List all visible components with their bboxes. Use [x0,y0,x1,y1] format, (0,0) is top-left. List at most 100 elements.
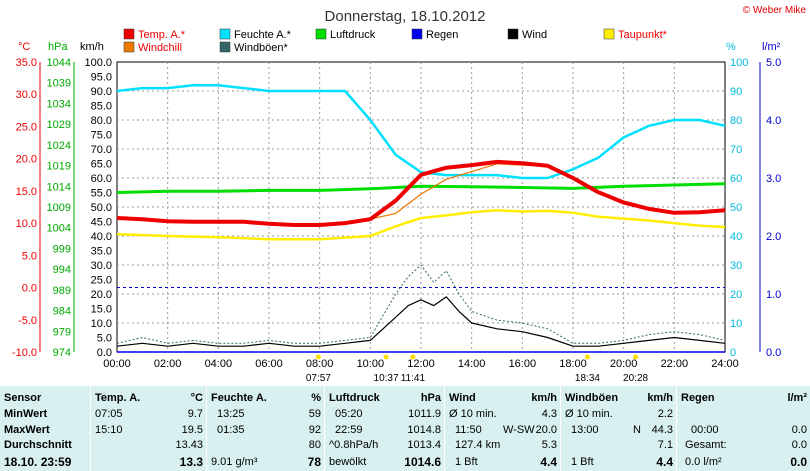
pressure-min-value: 1011.9 [408,408,441,420]
temp-tick-label: 15.0 [16,186,37,198]
temp-max-time: 15:10 [95,424,123,436]
gust-avg10-value: 2.2 [657,408,673,420]
wind-max-value: 20.0 [535,424,557,436]
time-tick-label: 24:00 [711,358,739,370]
legend-swatch [411,28,423,40]
legend-swatch [219,28,231,40]
gust-avg-value: 7.1 [657,439,673,451]
wind-avg-value: 5.3 [541,439,557,451]
time-tick-label: 04:00 [205,358,233,370]
kmh-tick-label: 50.0 [91,202,112,214]
sun-event-label: 07:57 [306,373,331,384]
kmh-tick-label: 40.0 [91,231,112,243]
humidity-avg-value: 80 [308,439,321,451]
time-tick-label: 00:00 [103,358,131,370]
kmh-tick-label: 0.0 [97,347,112,359]
pct-tick-label: 50 [730,202,742,214]
hpa-tick-label: 1024 [47,140,71,152]
axis-ticks: 00:00 02:00 04:00 06:00 08:00 10:00 12:00 14:00… [12,57,781,370]
rain-column: Regen l/m² 00:00 0.0 Gesamt: 0.0 0.0 l/m² 0.… [676,386,810,471]
kmh-tick-label: 95.0 [91,72,112,84]
kmh-tick-label: 10.0 [91,318,112,330]
legend-swatch [219,41,231,53]
humidity-max-value: 92 [308,424,321,436]
kmh-tick-label: 5.0 [97,333,112,345]
pct-tick-label: 60 [730,173,742,185]
rain-tick-label: 3.0 [766,173,781,185]
pct-tick-label: 90 [730,86,742,98]
time-tick-label: 18:00 [559,358,587,370]
hpa-tick-label: 1014 [47,181,71,193]
rain-day-value: 0.0 [791,424,807,436]
rain-tick-label: 2.0 [766,231,781,243]
rain-header: Regen [681,392,715,404]
time-tick-label: 06:00 [255,358,283,370]
hpa-tick-label: 979 [53,326,71,338]
humidity-max-time: 01:35 [217,424,245,436]
sensor-header: Sensor [4,392,42,404]
kmh-tick-label: 70.0 [91,144,112,156]
temp-tick-label: 30.0 [16,89,37,101]
pct-tick-label: 10 [730,318,742,330]
temp-max-value: 19.5 [181,424,203,436]
temp-tick-label: 35.0 [16,57,37,69]
kmh-tick-label: 25.0 [91,275,112,287]
hpa-tick-label: 989 [53,285,71,297]
gust-header: Windböen [565,392,619,404]
sun-marker [410,354,416,360]
humidity-current-value: 78 [307,455,321,469]
humidity-min-value: 59 [308,408,321,420]
hpa-tick-label: 1019 [47,161,71,173]
rain-tick-label: 1.0 [766,289,781,301]
pressure-current-value: 1014.6 [404,455,441,469]
kmh-tick-label: 65.0 [91,159,112,171]
sun-event-label: 20:28 [623,373,648,384]
hpa-tick-label: 974 [53,347,71,359]
hpa-tick-label: 999 [53,243,71,255]
gust-max-value: 44.3 [651,424,673,436]
legend-label: Windböen* [234,42,289,54]
hpa-tick-label: 1004 [47,223,71,235]
gust-current-value: 4.4 [656,455,673,469]
wind-unit: km/h [531,392,557,404]
humidity-header: Feuchte A. [211,392,267,404]
series-windböen [116,264,726,344]
temp-current-value: 13.3 [179,455,203,469]
legend-label: Taupunkt* [618,29,668,41]
legend-label: Wind [522,29,547,41]
legend-swatch [123,41,135,53]
wind-current-value: 4.4 [540,455,557,469]
legend-swatch [315,28,327,40]
time-tick-label: 22:00 [661,358,689,370]
wind-avg10-label: Ø 10 min. [449,408,497,420]
row-label-avg: Durchschnitt [4,439,72,451]
rain-unit: l/m² [787,392,807,404]
hpa-tick-label: 984 [53,306,71,318]
wind-max-direction: W-SW [503,424,535,436]
pct-tick-label: 30 [730,260,742,272]
temp-tick-label: 10.0 [16,218,37,230]
wind-run: 127.4 km [455,439,501,451]
statistics-table: Sensor MinWert MaxWert Durchschnitt 18.1… [0,386,810,471]
rain-current-value: 0.0 [790,455,807,469]
axis-units: °C hPa km/h % l/m² [18,41,781,53]
temp-avg-value: 13.43 [175,439,203,451]
humidity-absolute: 9.01 g/m³ [211,456,258,468]
kmh-tick-label: 30.0 [91,260,112,272]
humidity-min-time: 13:25 [217,408,245,420]
rain-tick-label: 4.0 [766,115,781,127]
legend-label: Temp. A.* [138,29,186,41]
wind-beaufort: 1 Bft [455,456,478,468]
hpa-tick-label: 1009 [47,202,71,214]
pct-tick-label: 40 [730,231,742,243]
hpa-tick-label: 1034 [47,98,71,110]
pressure-header: Luftdruck [329,392,380,404]
temp-header: Temp. A. [95,392,141,404]
pressure-column: Luftdruck hPa 05:20 1011.9 22:59 1014.8 ^0.… [324,386,445,471]
humidity-column: Feuchte A.% 13:25 59 01:35 92 80 9.01 g/m³… [206,386,325,471]
time-tick-label: 20:00 [610,358,638,370]
pressure-unit: hPa [420,392,441,404]
series-feuchte-a [116,83,726,180]
gust-max-direction: N [633,424,641,436]
kmh-tick-label: 85.0 [91,101,112,113]
